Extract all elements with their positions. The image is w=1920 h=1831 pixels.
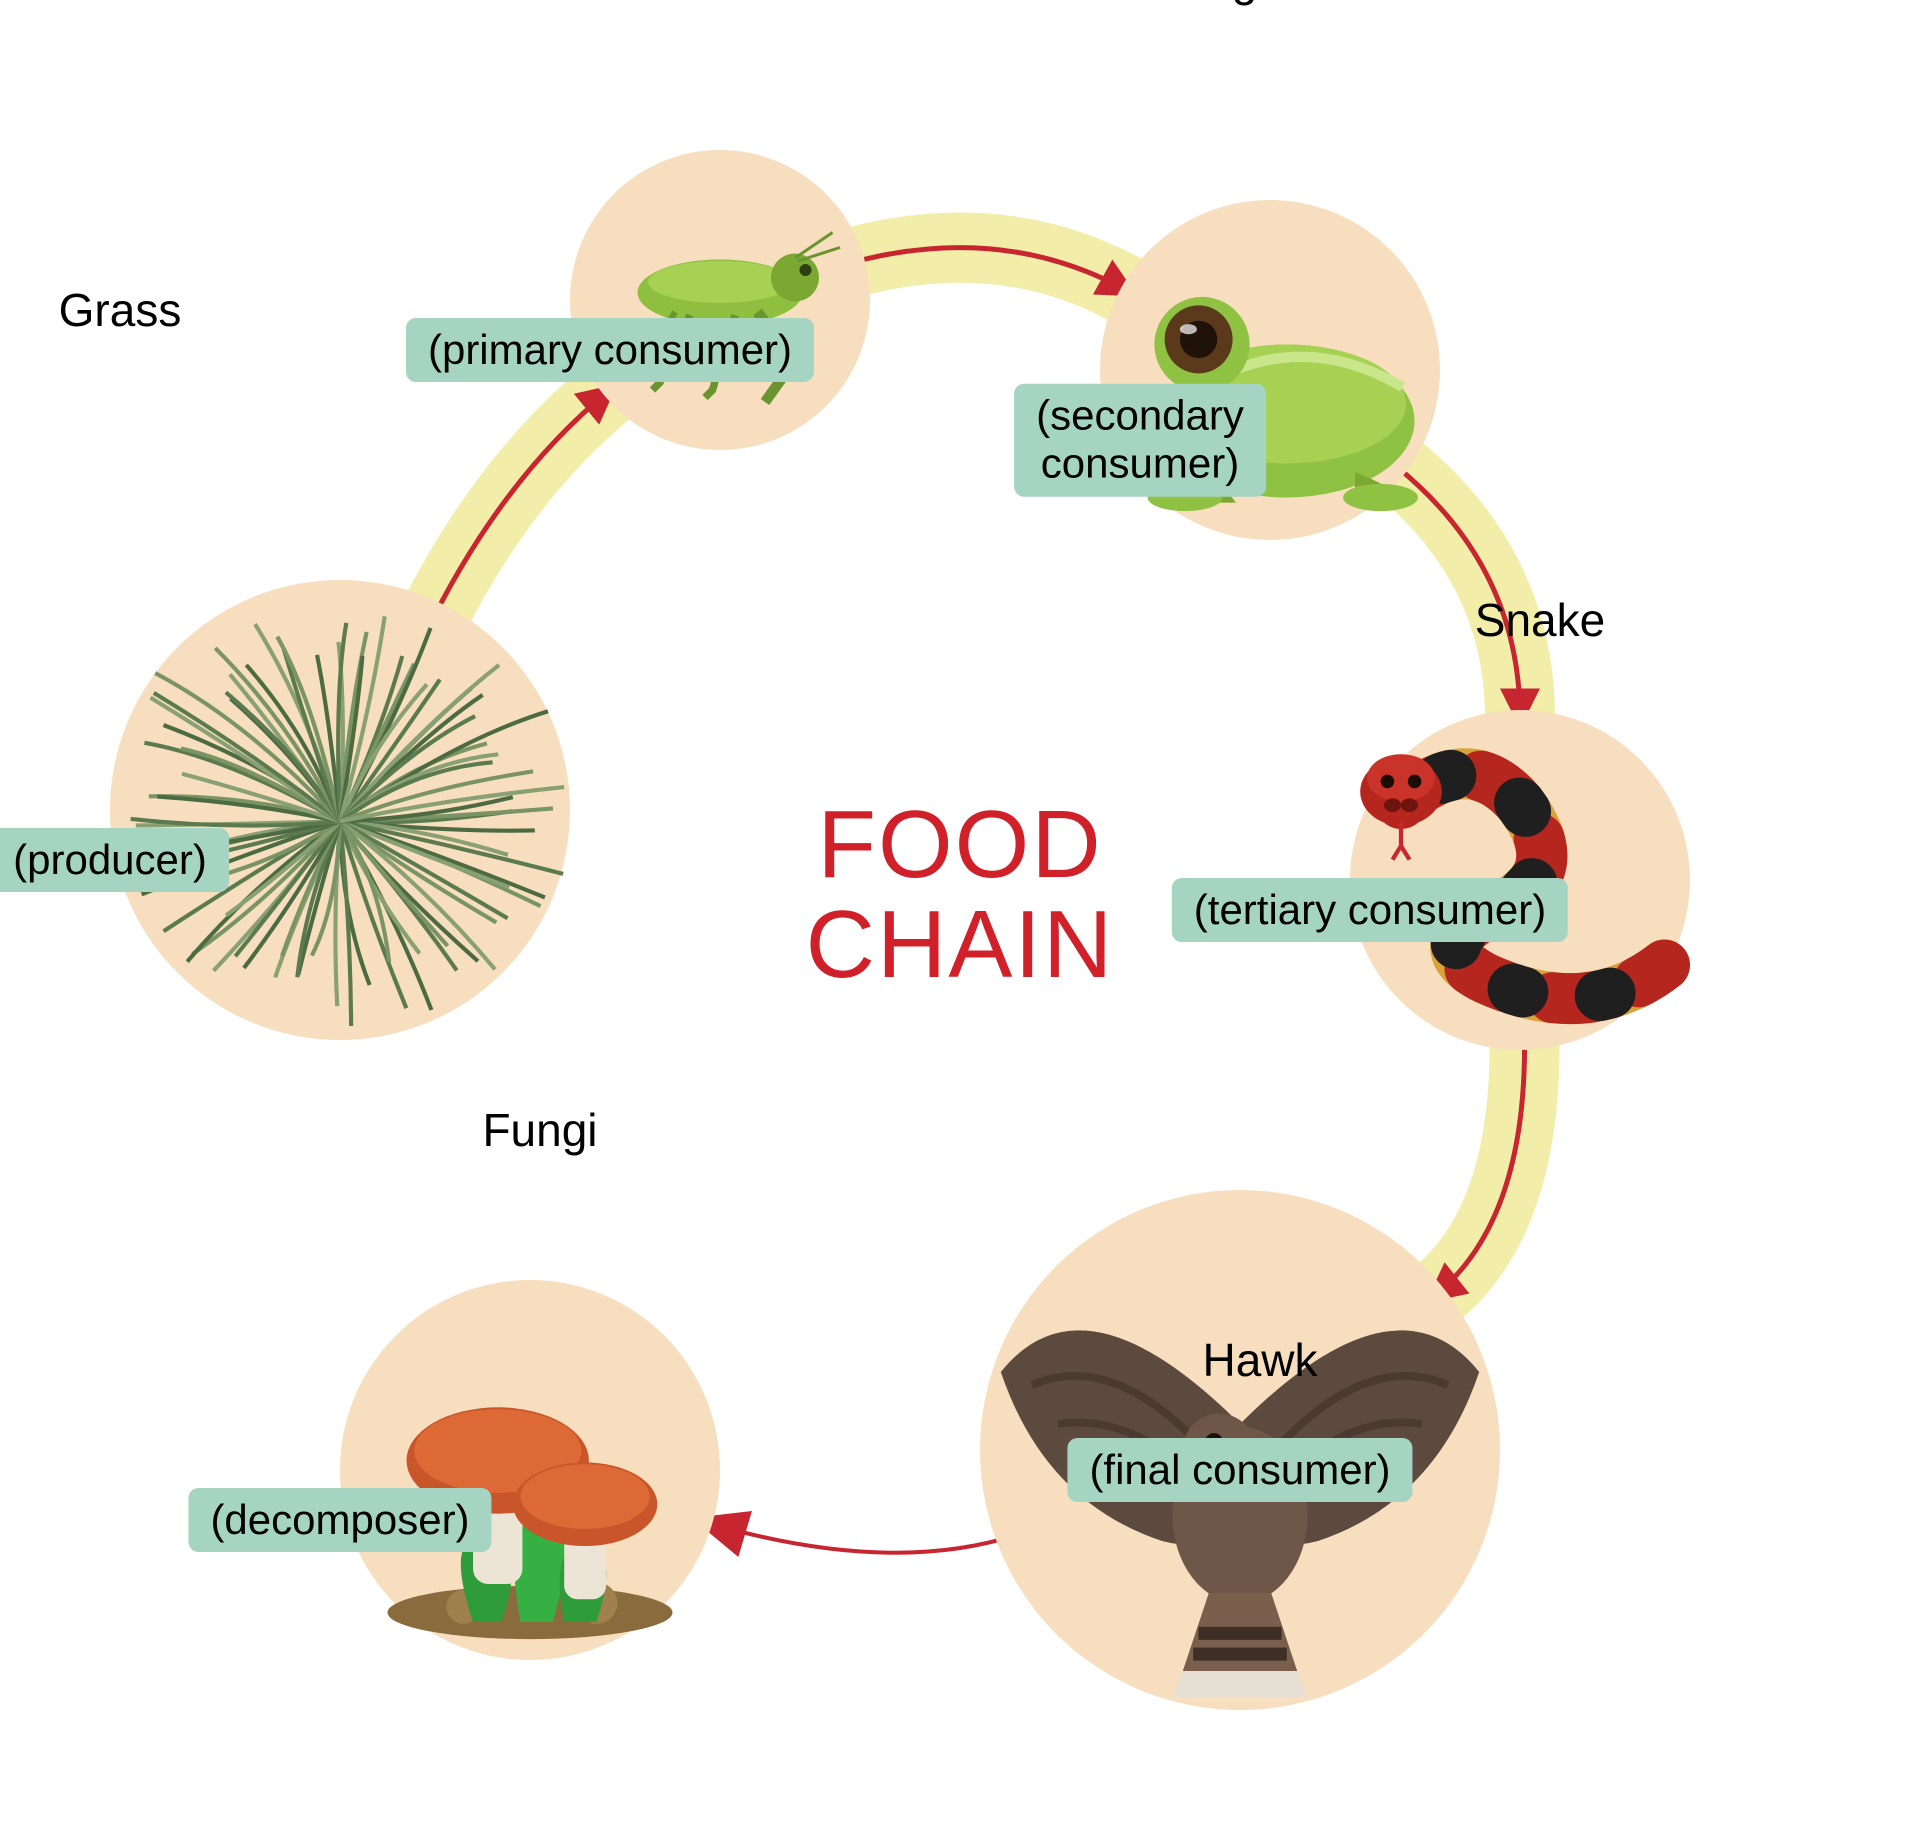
snake-role-label: (tertiary consumer) [1172, 878, 1568, 942]
fungi-circle [340, 1280, 720, 1660]
arc-band-grasshopper-frog [843, 248, 1129, 292]
node-hawk: Hawk (final consumer) [980, 1190, 1500, 1710]
snake-name-label: Snake [1475, 593, 1605, 647]
grass-name-label: Grass [59, 283, 182, 337]
grass-icon [110, 580, 570, 1040]
node-grass: Grass(producer) [110, 580, 570, 1040]
fungi-role-label: (decomposer) [188, 1488, 491, 1552]
hawk-role-label: (final consumer) [1067, 1438, 1412, 1502]
fungi-icon [340, 1280, 720, 1660]
node-grasshopper: Grasshopper(primary consumer) [570, 150, 870, 450]
grasshopper-role-label: (primary consumer) [406, 318, 814, 382]
hawk-name-label: Hawk [1202, 1333, 1317, 1387]
frog-role-label: (secondaryconsumer) [1014, 384, 1266, 497]
frog-name-label: Frog [1163, 0, 1258, 7]
node-frog: Frog(secondaryconsumer) [1100, 200, 1440, 540]
grass-circle [110, 580, 570, 1040]
node-fungi: Fungi(decomposer) [340, 1280, 720, 1660]
node-snake: Snake(tertiary consumer) [1350, 710, 1690, 1050]
grasshopper-icon [570, 150, 870, 450]
fungi-name-label: Fungi [482, 1103, 597, 1157]
diagram-title: FOOD CHAIN [806, 795, 1115, 997]
grass-role-label: (producer) [0, 828, 229, 892]
food-chain-diagram: FOOD CHAIN Grass(producer) Grasshopper(p… [0, 0, 1920, 1831]
grasshopper-circle [570, 150, 870, 450]
arrow-grasshopper-frog [843, 248, 1129, 292]
